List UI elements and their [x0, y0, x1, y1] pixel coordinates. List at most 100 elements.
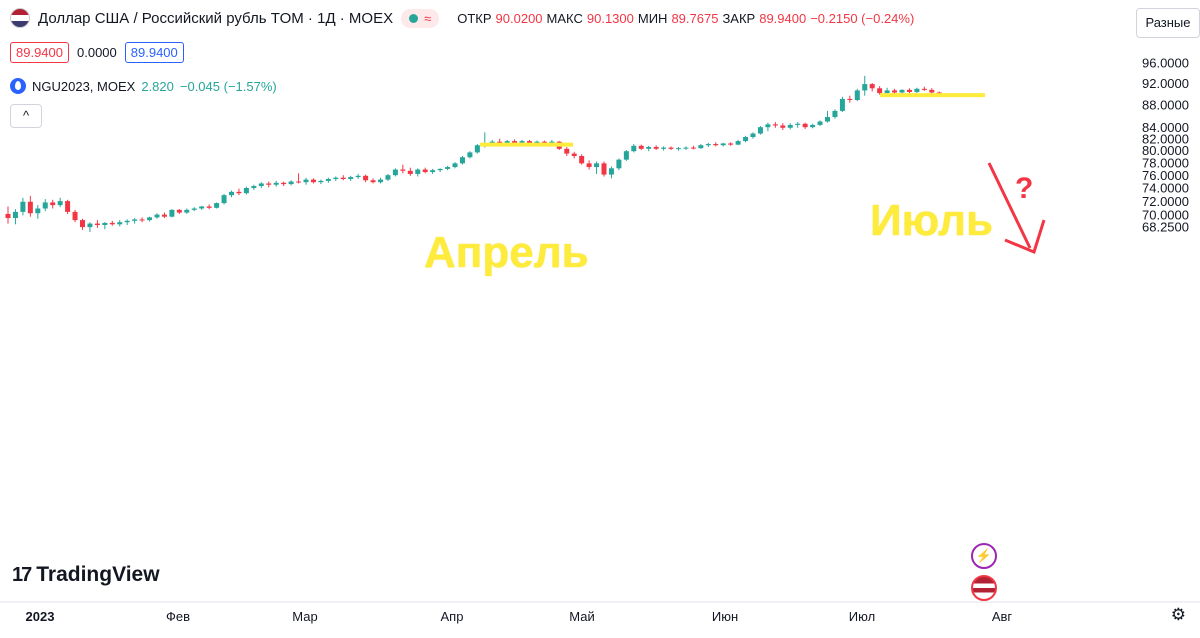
- candle[interactable]: [653, 145, 659, 150]
- candle[interactable]: [892, 88, 898, 94]
- candle[interactable]: [787, 123, 793, 130]
- candle[interactable]: [392, 168, 398, 177]
- candle[interactable]: [214, 202, 220, 209]
- candle[interactable]: [273, 180, 279, 187]
- candle[interactable]: [623, 149, 629, 161]
- candle[interactable]: [914, 87, 920, 94]
- candle[interactable]: [594, 161, 600, 174]
- candle[interactable]: [236, 188, 242, 196]
- candle[interactable]: [646, 145, 652, 152]
- candle[interactable]: [87, 222, 93, 233]
- candle[interactable]: [638, 144, 644, 150]
- candle[interactable]: [802, 122, 808, 129]
- candle[interactable]: [50, 199, 56, 209]
- candle[interactable]: [5, 206, 11, 224]
- candle[interactable]: [176, 209, 182, 214]
- candle[interactable]: [437, 168, 443, 173]
- candle[interactable]: [378, 177, 383, 184]
- lightning-icon[interactable]: ⚡: [971, 543, 997, 569]
- candle[interactable]: [221, 193, 227, 205]
- candle[interactable]: [296, 173, 302, 184]
- candle[interactable]: [184, 208, 190, 214]
- candle[interactable]: [65, 199, 71, 214]
- candle[interactable]: [94, 220, 100, 228]
- candle[interactable]: [586, 160, 592, 170]
- candle[interactable]: [877, 86, 883, 95]
- candle[interactable]: [459, 156, 465, 165]
- candle[interactable]: [810, 123, 816, 129]
- candle[interactable]: [20, 197, 26, 216]
- candle[interactable]: [720, 142, 726, 147]
- candle[interactable]: [318, 179, 324, 185]
- candle[interactable]: [422, 167, 428, 174]
- candle[interactable]: [266, 181, 272, 188]
- candle[interactable]: [579, 154, 585, 165]
- candle[interactable]: [452, 162, 458, 169]
- candle[interactable]: [430, 168, 436, 174]
- scale-mode-button[interactable]: Разные: [1136, 8, 1200, 38]
- candle[interactable]: [139, 217, 145, 223]
- candle[interactable]: [921, 86, 927, 91]
- candle[interactable]: [906, 88, 912, 94]
- candle[interactable]: [385, 173, 391, 181]
- candle[interactable]: [400, 164, 406, 174]
- candle[interactable]: [42, 199, 48, 212]
- indicator-legend[interactable]: NGU2023, MOEX 2.820 −0.045 (−1.57%): [10, 78, 277, 94]
- candle[interactable]: [571, 151, 577, 159]
- candle[interactable]: [303, 177, 309, 185]
- status-pill[interactable]: ≈: [401, 8, 440, 28]
- candle[interactable]: [832, 109, 838, 119]
- candle[interactable]: [616, 158, 622, 171]
- candle[interactable]: [713, 142, 719, 147]
- candle[interactable]: [608, 166, 614, 179]
- candle[interactable]: [862, 75, 868, 96]
- candle[interactable]: [564, 147, 570, 157]
- candle[interactable]: [847, 95, 853, 103]
- candle[interactable]: [676, 147, 681, 151]
- candle[interactable]: [169, 209, 175, 218]
- candle[interactable]: [161, 212, 167, 219]
- candle[interactable]: [601, 161, 607, 177]
- candle[interactable]: [661, 146, 667, 151]
- collapse-legend-button[interactable]: ^: [10, 104, 42, 128]
- candle[interactable]: [340, 175, 346, 181]
- candle[interactable]: [109, 220, 115, 226]
- candle[interactable]: [154, 213, 160, 219]
- symbol-title[interactable]: Доллар США / Российский рубль TOM · 1Д ·…: [38, 9, 394, 27]
- candle[interactable]: [817, 120, 823, 127]
- candle[interactable]: [467, 151, 473, 159]
- candle[interactable]: [795, 122, 801, 128]
- candle[interactable]: [363, 174, 369, 183]
- candle[interactable]: [243, 186, 249, 195]
- candle[interactable]: [750, 132, 756, 139]
- candle[interactable]: [735, 139, 741, 146]
- candle[interactable]: [288, 180, 294, 186]
- candle[interactable]: [102, 222, 108, 230]
- candle[interactable]: [728, 142, 734, 146]
- candle[interactable]: [72, 209, 78, 223]
- candle[interactable]: [132, 218, 138, 224]
- candle[interactable]: [251, 184, 257, 190]
- candle[interactable]: [839, 96, 845, 113]
- candle[interactable]: [743, 135, 749, 143]
- candle[interactable]: [355, 173, 361, 179]
- candle[interactable]: [27, 195, 33, 217]
- candle[interactable]: [258, 182, 264, 188]
- candle[interactable]: [191, 207, 197, 212]
- candle[interactable]: [869, 83, 875, 92]
- candle[interactable]: [348, 175, 354, 181]
- candle[interactable]: [281, 181, 287, 187]
- candle[interactable]: [333, 176, 339, 181]
- candle[interactable]: [80, 218, 85, 230]
- candle[interactable]: [445, 165, 451, 171]
- candle[interactable]: [124, 219, 130, 225]
- candle[interactable]: [757, 126, 763, 135]
- candle[interactable]: [929, 88, 935, 94]
- candle[interactable]: [57, 197, 63, 208]
- candle[interactable]: [407, 167, 413, 176]
- candle[interactable]: [631, 144, 637, 153]
- candle[interactable]: [765, 122, 771, 132]
- candle[interactable]: [825, 110, 830, 123]
- candle[interactable]: [683, 146, 689, 150]
